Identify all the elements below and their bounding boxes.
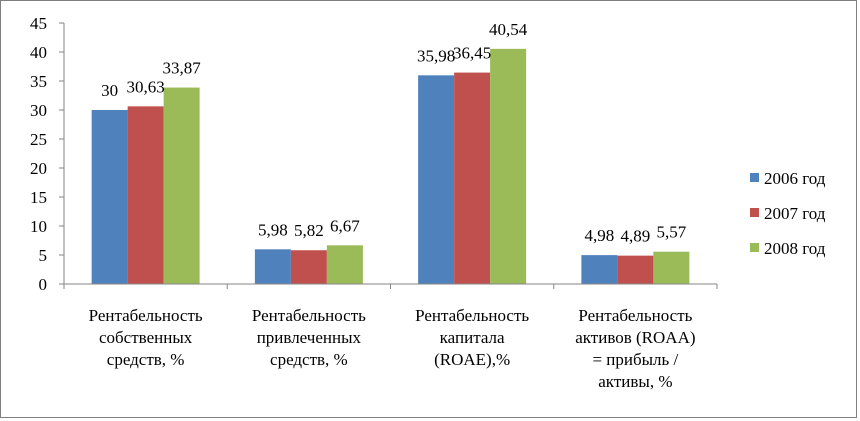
bar-2006-год-cat1 bbox=[91, 110, 128, 284]
y-tick-label: 10 bbox=[30, 217, 47, 236]
bar-2008-год-cat4 bbox=[653, 251, 690, 284]
x-category-label-line: Рентабельность bbox=[252, 306, 366, 325]
x-category-label-line: средств, % bbox=[270, 350, 348, 369]
legend-label: 2008 год bbox=[764, 239, 826, 258]
data-label: 6,67 bbox=[330, 216, 360, 235]
legend-label: 2006 год bbox=[764, 169, 826, 188]
bar-2007-год-cat4 bbox=[617, 255, 654, 284]
y-tick-label: 35 bbox=[30, 72, 47, 91]
legend-swatch bbox=[750, 208, 759, 217]
x-category-label: Рентабельность привлеченных средств, % bbox=[252, 306, 366, 369]
y-tick-label: 45 bbox=[30, 14, 47, 33]
y-tick-label: 15 bbox=[30, 188, 47, 207]
bar-2008-год-cat2 bbox=[326, 245, 363, 284]
y-tick-label: 0 bbox=[39, 275, 48, 294]
x-category-label-line: собственных bbox=[99, 328, 193, 347]
y-tick-label: 5 bbox=[39, 246, 48, 265]
x-category-label-line: капитала bbox=[440, 328, 505, 347]
bar-2006-год-cat2 bbox=[254, 249, 291, 284]
data-label: 5,57 bbox=[657, 223, 687, 242]
x-category-label-line: средств, % bbox=[107, 350, 185, 369]
x-category-label-line: Рентабельность bbox=[578, 306, 692, 325]
y-tick-label: 25 bbox=[30, 130, 47, 149]
bar-2007-год-cat1 bbox=[127, 106, 164, 284]
bar-2006-год-cat4 bbox=[581, 255, 618, 284]
x-category-label-line: активов (ROAA) bbox=[575, 328, 695, 347]
data-label: 4,98 bbox=[585, 226, 615, 245]
legend-swatch bbox=[750, 173, 759, 182]
x-category-label: Рентабельность собственных средств, % bbox=[89, 306, 203, 369]
bar-2007-год-cat3 bbox=[454, 72, 491, 284]
x-category-label-line: Рентабельность bbox=[415, 306, 529, 325]
x-category-label-line: (ROAE),% bbox=[434, 350, 510, 369]
data-label: 30 bbox=[101, 81, 118, 100]
data-label: 35,98 bbox=[417, 46, 455, 65]
data-label: 40,54 bbox=[489, 20, 528, 39]
bar-2008-год-cat1 bbox=[163, 87, 200, 284]
x-category-label-line: активы, % bbox=[598, 372, 672, 391]
bar-2007-год-cat2 bbox=[290, 250, 327, 284]
x-category-label: Рентабельность активов (ROAA) = прибыль / а… bbox=[575, 306, 695, 391]
data-label: 36,45 bbox=[453, 44, 491, 63]
data-label: 33,87 bbox=[163, 59, 202, 78]
x-category-label-line: привлеченных bbox=[257, 328, 362, 347]
y-tick-label: 30 bbox=[30, 101, 47, 120]
data-label: 5,98 bbox=[258, 220, 288, 239]
data-label: 30,63 bbox=[127, 77, 165, 96]
legend-label: 2007 год bbox=[764, 204, 826, 223]
x-category-label: Рентабельность капитала (ROAE),% bbox=[415, 306, 529, 369]
y-tick-label: 20 bbox=[30, 159, 47, 178]
data-label: 5,82 bbox=[294, 221, 324, 240]
x-category-label-line: Рентабельность bbox=[89, 306, 203, 325]
data-label: 4,89 bbox=[621, 227, 651, 246]
bar-2006-год-cat3 bbox=[418, 75, 455, 284]
y-tick-label: 40 bbox=[30, 43, 47, 62]
x-category-label-line: = прибыль / bbox=[592, 350, 678, 369]
bar-2008-год-cat3 bbox=[490, 48, 527, 285]
legend-swatch bbox=[750, 243, 759, 252]
